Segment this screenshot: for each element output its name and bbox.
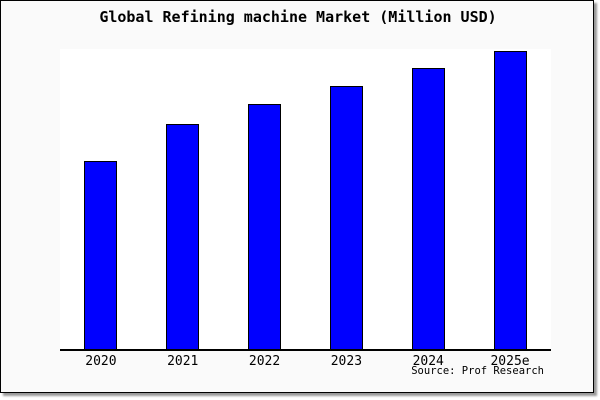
x-tick-label-2022: 2022 xyxy=(248,354,281,369)
bar-2023 xyxy=(329,85,363,349)
x-tick-label-2024: 2024 xyxy=(412,354,444,369)
bar-slot xyxy=(142,49,224,349)
bar-2022 xyxy=(248,103,282,349)
bar-slot xyxy=(60,49,142,349)
bar-2024 xyxy=(411,67,445,349)
plot-area xyxy=(60,49,551,351)
x-tick-label-2021: 2021 xyxy=(167,354,199,369)
bar-slot xyxy=(469,49,551,349)
x-axis-labels: 2020 2021 2022 2023 2024 2025e xyxy=(60,354,551,369)
bar-slot xyxy=(387,49,469,349)
bar-2025e xyxy=(493,51,527,349)
x-tick-label-2020: 2020 xyxy=(85,354,117,369)
x-tick-label-2023: 2023 xyxy=(330,354,363,369)
bar-2020 xyxy=(84,160,118,349)
bar-slot xyxy=(305,49,387,349)
chart-title: Global Refining machine Market (Million … xyxy=(99,8,497,26)
bars xyxy=(60,49,551,349)
bar-slot xyxy=(224,49,306,349)
source-text: Source: Prof Research xyxy=(411,365,544,377)
bar-2021 xyxy=(166,124,200,349)
x-tick-label-2025e: 2025e xyxy=(490,354,530,369)
chart-frame: Global Refining machine Market (Million … xyxy=(0,0,594,393)
